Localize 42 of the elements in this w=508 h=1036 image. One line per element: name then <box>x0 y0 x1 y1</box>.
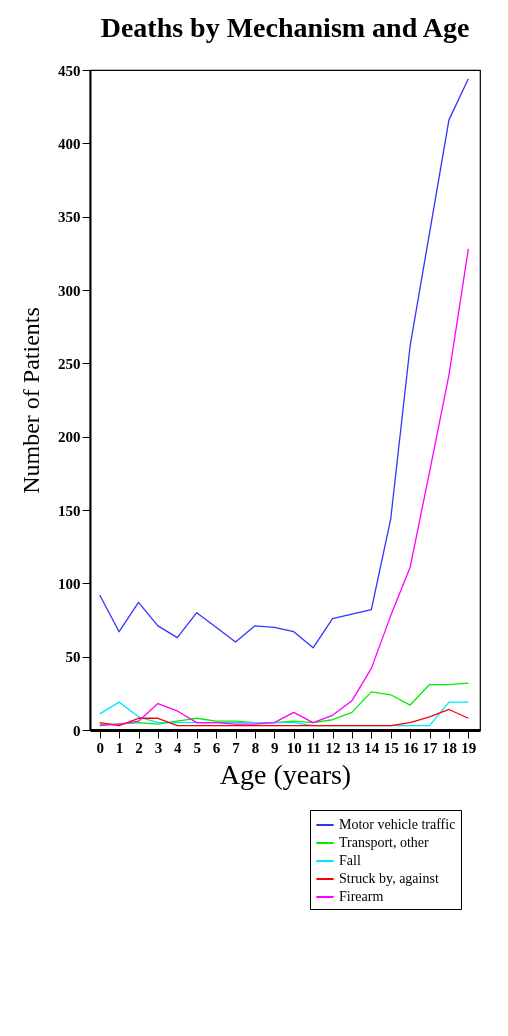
x-tick-label: 0 <box>96 739 104 756</box>
x-tick-label: 13 <box>344 739 360 756</box>
legend-label: Fall <box>339 853 361 868</box>
x-tick-label: 14 <box>364 739 380 756</box>
y-tick-label: 100 <box>58 575 81 592</box>
x-tick-label: 17 <box>422 739 439 756</box>
x-tick-label: 6 <box>212 739 221 756</box>
y-tick-label: 350 <box>58 209 81 226</box>
x-tick-label: 18 <box>441 739 457 756</box>
x-tick-label: 8 <box>251 739 260 756</box>
y-tick-label: 300 <box>58 282 81 299</box>
x-tick-label: 2 <box>135 739 143 756</box>
line-series <box>99 78 470 649</box>
x-axis-title: Age (years) <box>219 758 352 790</box>
legend-label: Transport, other <box>339 835 430 850</box>
y-tick-label: 150 <box>58 502 81 519</box>
y-tick-label: 0 <box>73 722 81 739</box>
x-tick-label: 1 <box>115 739 124 756</box>
x-tick-label: 3 <box>154 739 163 756</box>
x-tick-label: 4 <box>174 739 183 756</box>
x-tick-label: 10 <box>286 739 302 756</box>
x-tick-label: 9 <box>271 739 279 756</box>
x-tick-label: 7 <box>232 739 241 756</box>
line-series <box>99 708 470 727</box>
legend-label: Firearm <box>339 889 384 904</box>
legend-label: Struck by, against <box>339 871 439 886</box>
x-tick-label: 11 <box>306 739 321 756</box>
line-series <box>99 248 470 727</box>
y-tick-label: 400 <box>58 135 81 152</box>
x-tick-label: 12 <box>325 739 341 756</box>
y-axis-title: Number of Patients <box>18 307 44 494</box>
line-series <box>99 682 470 725</box>
x-tick-label: 19 <box>461 739 477 756</box>
x-tick-label: 5 <box>193 739 201 756</box>
x-tick-label: 16 <box>403 739 419 756</box>
legend-label: Motor vehicle traffic <box>339 817 456 832</box>
y-tick-label: 450 <box>58 62 81 79</box>
chart-title: Deaths by Mechanism and Age <box>100 12 470 43</box>
x-tick-label: 15 <box>383 739 399 756</box>
y-tick-label: 200 <box>58 429 81 446</box>
y-tick-label: 250 <box>58 355 81 372</box>
y-tick-label: 50 <box>65 649 81 666</box>
